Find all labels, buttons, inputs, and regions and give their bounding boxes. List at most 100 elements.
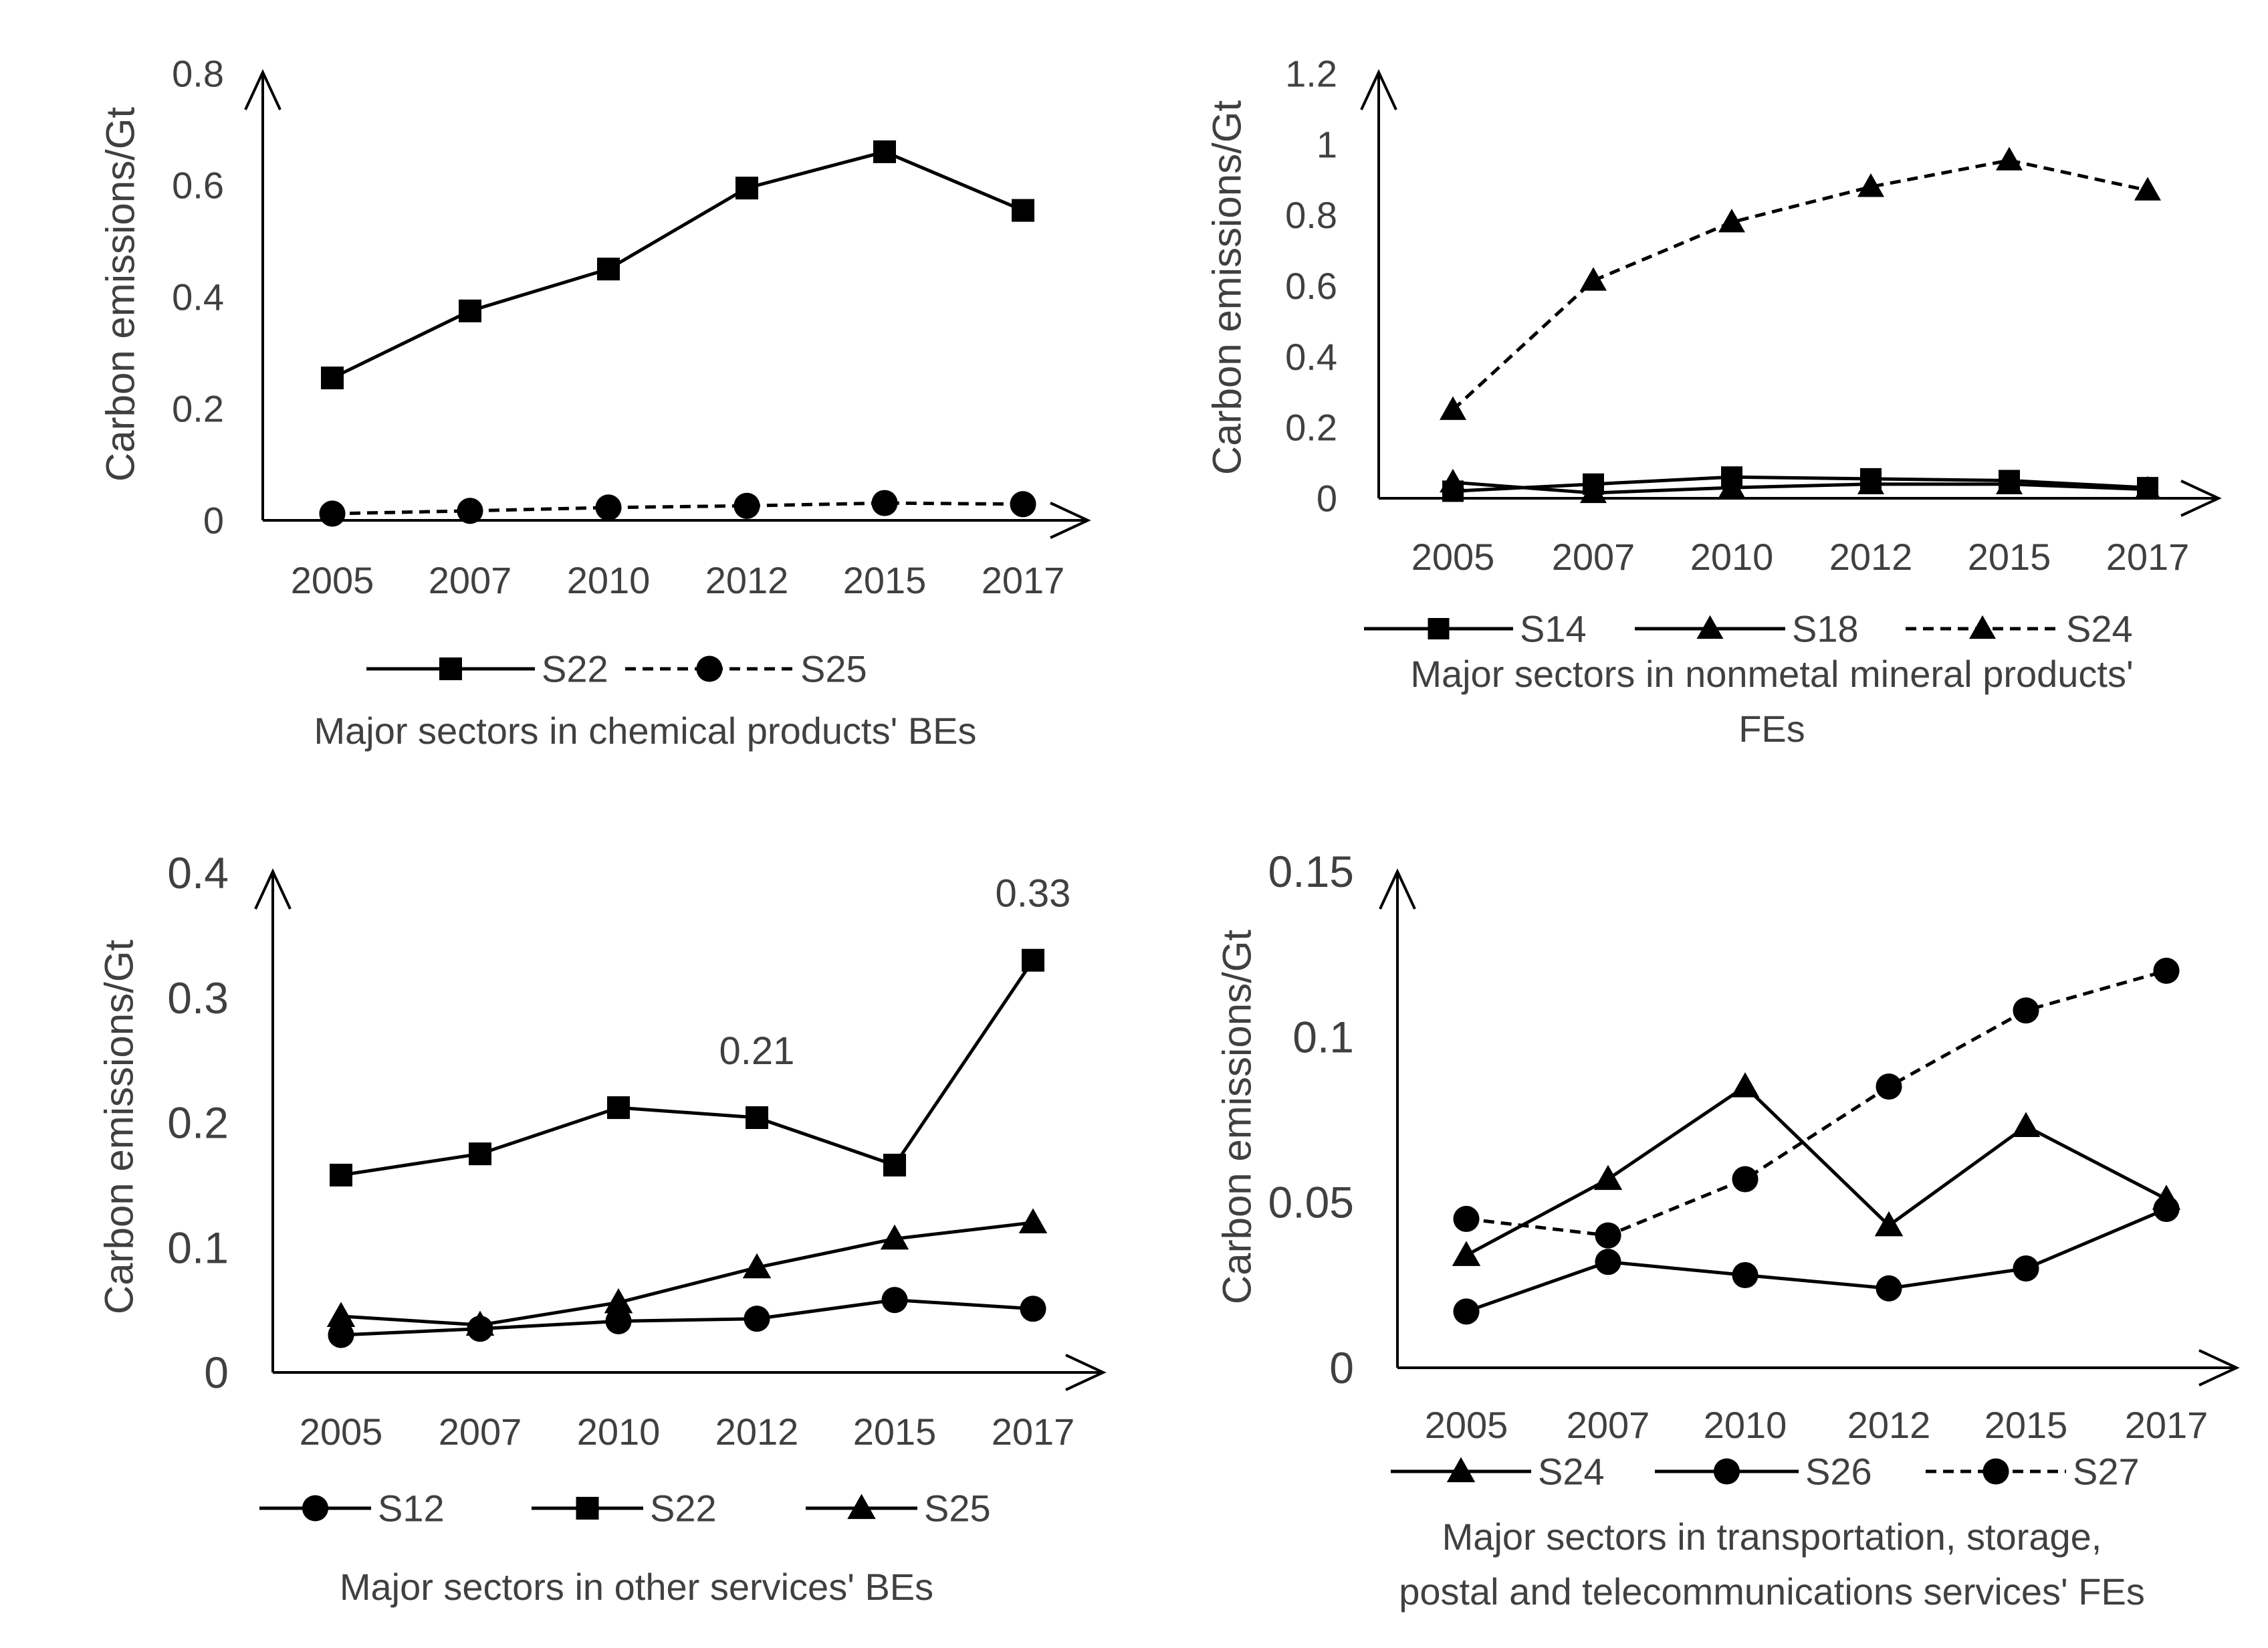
series-line xyxy=(332,501,1024,516)
data-point xyxy=(1010,491,1036,518)
data-point xyxy=(2153,957,2180,984)
series-line xyxy=(331,150,1024,380)
data-point xyxy=(1580,267,1607,291)
x-tick-label: 2015 xyxy=(853,1411,937,1453)
legend-marker xyxy=(302,1495,329,1522)
x-tick-label: 2015 xyxy=(1968,536,2051,578)
chart-caption: Major sectors in nonmetal mineral produc… xyxy=(1410,653,2133,695)
series-line xyxy=(1466,968,2167,1237)
y-tick-label: 0.15 xyxy=(1268,847,1354,896)
chart-chemical-products-bes: 0 0.2 0.4 0.6 0.8 2005 2007 2010 2012 2015 2017 Car… xyxy=(98,53,1091,752)
data-point xyxy=(1718,474,1745,498)
x-tick-label: 2017 xyxy=(2125,1404,2208,1446)
y-tick-label: 0.1 xyxy=(1292,1012,1354,1061)
y-tick-label: 0 xyxy=(1317,478,1337,520)
series-s27 xyxy=(1453,957,2180,1249)
data-point xyxy=(1018,1208,1048,1233)
y-axis-title: Carbon emissions/Gt xyxy=(97,940,142,1315)
y-axis-arrow xyxy=(1360,69,1397,110)
data-point xyxy=(744,1306,770,1332)
series-s25 xyxy=(319,490,1036,527)
x-axis-arrow xyxy=(2180,480,2222,517)
series-s22 xyxy=(321,140,1034,390)
x-tick-label: 2005 xyxy=(291,559,374,601)
legend-label: S25 xyxy=(800,648,867,690)
y-tick-label: 0.2 xyxy=(172,388,224,430)
data-label: 0.21 xyxy=(719,1029,795,1073)
x-tick-label: 2012 xyxy=(715,1411,799,1453)
data-point xyxy=(321,367,344,390)
legend-label: S14 xyxy=(1520,608,1587,650)
y-axis-title: Carbon emissions/Gt xyxy=(1205,100,1250,476)
y-tick-label: 0 xyxy=(204,1348,229,1397)
legend-label: S18 xyxy=(1792,608,1859,650)
data-point xyxy=(1595,1249,1621,1275)
x-tick-label: 2005 xyxy=(1411,536,1495,578)
data-point xyxy=(1996,470,2023,494)
x-tick-label: 2007 xyxy=(1552,536,1635,578)
data-point xyxy=(1857,173,1884,197)
data-point xyxy=(2013,1255,2039,1282)
y-tick-label: 0.3 xyxy=(167,973,229,1023)
y-tick-label: 0.2 xyxy=(1285,407,1337,449)
legend-marker xyxy=(1969,615,1996,639)
data-point xyxy=(457,498,483,524)
legend-item-s24: S24 xyxy=(1391,1451,1605,1493)
legend-marker xyxy=(1446,1457,1476,1483)
x-tick-label: 2010 xyxy=(1690,536,1774,578)
x-tick-label: 2005 xyxy=(300,1411,383,1453)
legend-label: S22 xyxy=(650,1487,717,1530)
data-point xyxy=(873,140,896,163)
data-point xyxy=(1732,1261,1759,1289)
series-s18 xyxy=(1440,469,2161,504)
y-tick-label: 0.05 xyxy=(1268,1178,1354,1227)
chart-transportation-services-fes: 0 0.05 0.1 0.15 2005 2007 2010 2012 2015 2017 Carb… xyxy=(1215,847,2240,1613)
x-tick-label: 2012 xyxy=(1847,1404,1931,1446)
legend-marker xyxy=(1696,615,1724,639)
legend-label: S24 xyxy=(2066,608,2133,650)
data-point xyxy=(1022,948,1044,972)
data-point xyxy=(330,1163,352,1187)
legend-marker xyxy=(696,655,723,682)
data-point xyxy=(1857,470,1884,494)
y-axis-title: Carbon emissions/Gt xyxy=(98,107,143,482)
legend-marker xyxy=(439,657,462,680)
data-point xyxy=(2134,177,2161,201)
legend-marker xyxy=(1982,1458,2009,1485)
y-tick-label: 0 xyxy=(1329,1343,1354,1393)
chart-caption: Major sectors in other services' BEs xyxy=(340,1566,933,1608)
y-tick-label: 1.2 xyxy=(1285,53,1337,95)
legend-item-s14: S14 xyxy=(1364,608,1587,650)
chart-other-services-bes: 0 0.1 0.2 0.3 0.4 2005 2007 2010 2012 2015 2017 Car… xyxy=(97,848,1107,1608)
data-point xyxy=(1440,469,1466,493)
series-s22 xyxy=(330,948,1044,1187)
data-point xyxy=(1730,1072,1760,1098)
legend-label: S26 xyxy=(1805,1451,1872,1493)
y-tick-label: 0.8 xyxy=(172,53,224,95)
series-line xyxy=(1452,159,2148,411)
series-line xyxy=(1466,1207,2167,1314)
series-line xyxy=(340,1298,1034,1337)
data-point xyxy=(1595,1222,1621,1249)
series-s12 xyxy=(328,1287,1046,1348)
legend-label: S24 xyxy=(1538,1451,1605,1493)
data-point xyxy=(2134,476,2161,500)
chart-caption: postal and telecommunications services' … xyxy=(1399,1570,2145,1613)
y-tick-label: 0.6 xyxy=(1285,265,1337,307)
series-line xyxy=(340,959,1035,1177)
legend-label: S22 xyxy=(542,648,608,690)
data-point xyxy=(735,177,758,200)
legend-label: S12 xyxy=(378,1487,445,1530)
legend-label: S25 xyxy=(924,1487,991,1530)
legend-marker xyxy=(1713,1458,1740,1485)
y-tick-label: 0.8 xyxy=(1285,194,1337,236)
y-tick-label: 0.6 xyxy=(172,165,224,207)
data-point xyxy=(1876,1275,1902,1302)
data-point xyxy=(1012,199,1034,222)
legend-item-s25: S25 xyxy=(806,1487,991,1530)
data-point xyxy=(326,1302,356,1328)
x-axis-arrow xyxy=(2198,1349,2240,1386)
data-point xyxy=(1020,1296,1046,1322)
legend-item-s25: S25 xyxy=(625,648,867,690)
y-axis-arrow xyxy=(1379,868,1416,910)
